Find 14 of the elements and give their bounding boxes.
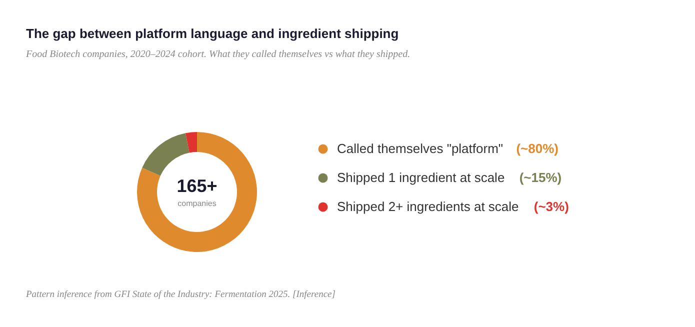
data-label: (~3%)	[534, 199, 569, 214]
legend-label: Shipped 2+ ingredients at scale	[337, 199, 519, 214]
data-label: (~80%)	[516, 141, 558, 156]
data-label: (~15%)	[519, 170, 562, 185]
text: Pattern inference from GFI State of the Industry: Fermentation 2025. [Inference]	[25, 290, 336, 300]
donut-slice	[186, 132, 197, 153]
donut-slice	[142, 133, 190, 176]
donut-slice	[137, 132, 257, 252]
chart-title: The gap between platform language and ingredient shipping	[26, 26, 399, 41]
text: companies	[178, 199, 216, 208]
legend-label: Shipped 1 ingredient at scale	[337, 170, 505, 185]
text: 165+	[176, 176, 218, 196]
chart-subtitle: Food Biotech companies, 2020–2024 cohort. What they called themselves vs what they shipped.	[25, 49, 410, 60]
legend-label: Called themselves "platform"	[337, 141, 504, 156]
